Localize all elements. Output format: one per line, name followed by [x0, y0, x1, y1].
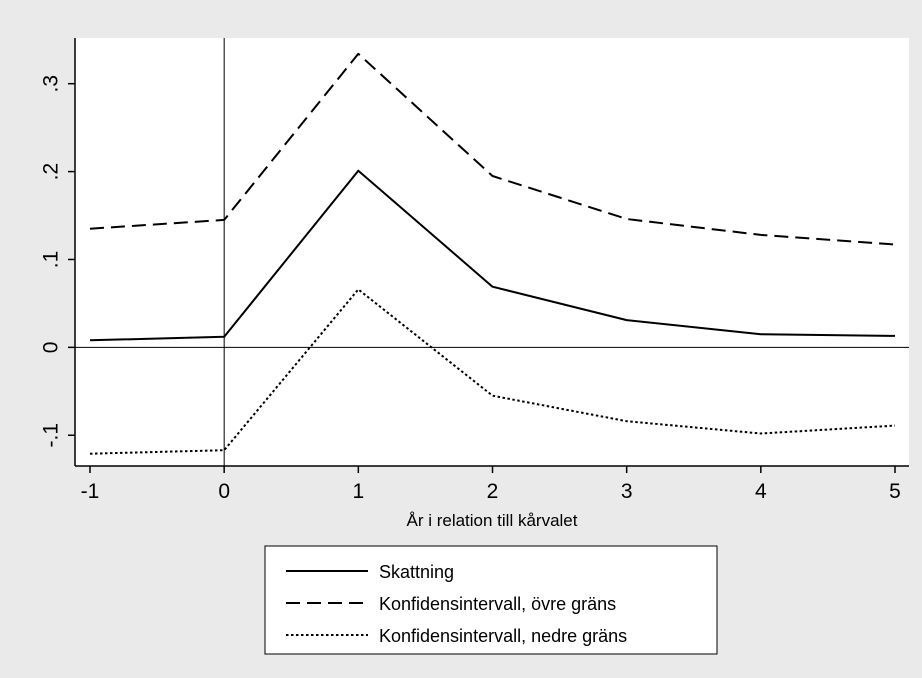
x-axis-title: År i relation till kårvalet: [406, 511, 577, 530]
x-tick-label: 0: [218, 480, 230, 503]
x-tick-label: 2: [487, 480, 499, 503]
legend: Skattning Konfidensintervall, övre gräns K…: [265, 546, 717, 654]
legend-label-3: Konfidensintervall, nedre gräns: [379, 626, 627, 646]
x-tick-label: 1: [352, 480, 364, 503]
y-tick-label: .2: [40, 163, 63, 181]
x-tick-label: 3: [621, 480, 633, 503]
y-tick-label: 0: [40, 342, 63, 354]
x-tick-label: 4: [755, 480, 767, 503]
plot-area: [75, 38, 909, 466]
y-tick-label: .3: [40, 75, 63, 93]
x-tick-label: 5: [889, 480, 901, 503]
y-tick-label: .1: [40, 251, 63, 269]
x-tick-label: -1: [81, 480, 100, 503]
y-tick-label: -.1: [40, 423, 63, 448]
legend-label-1: Skattning: [379, 562, 454, 582]
legend-label-2: Konfidensintervall, övre gräns: [379, 594, 616, 614]
